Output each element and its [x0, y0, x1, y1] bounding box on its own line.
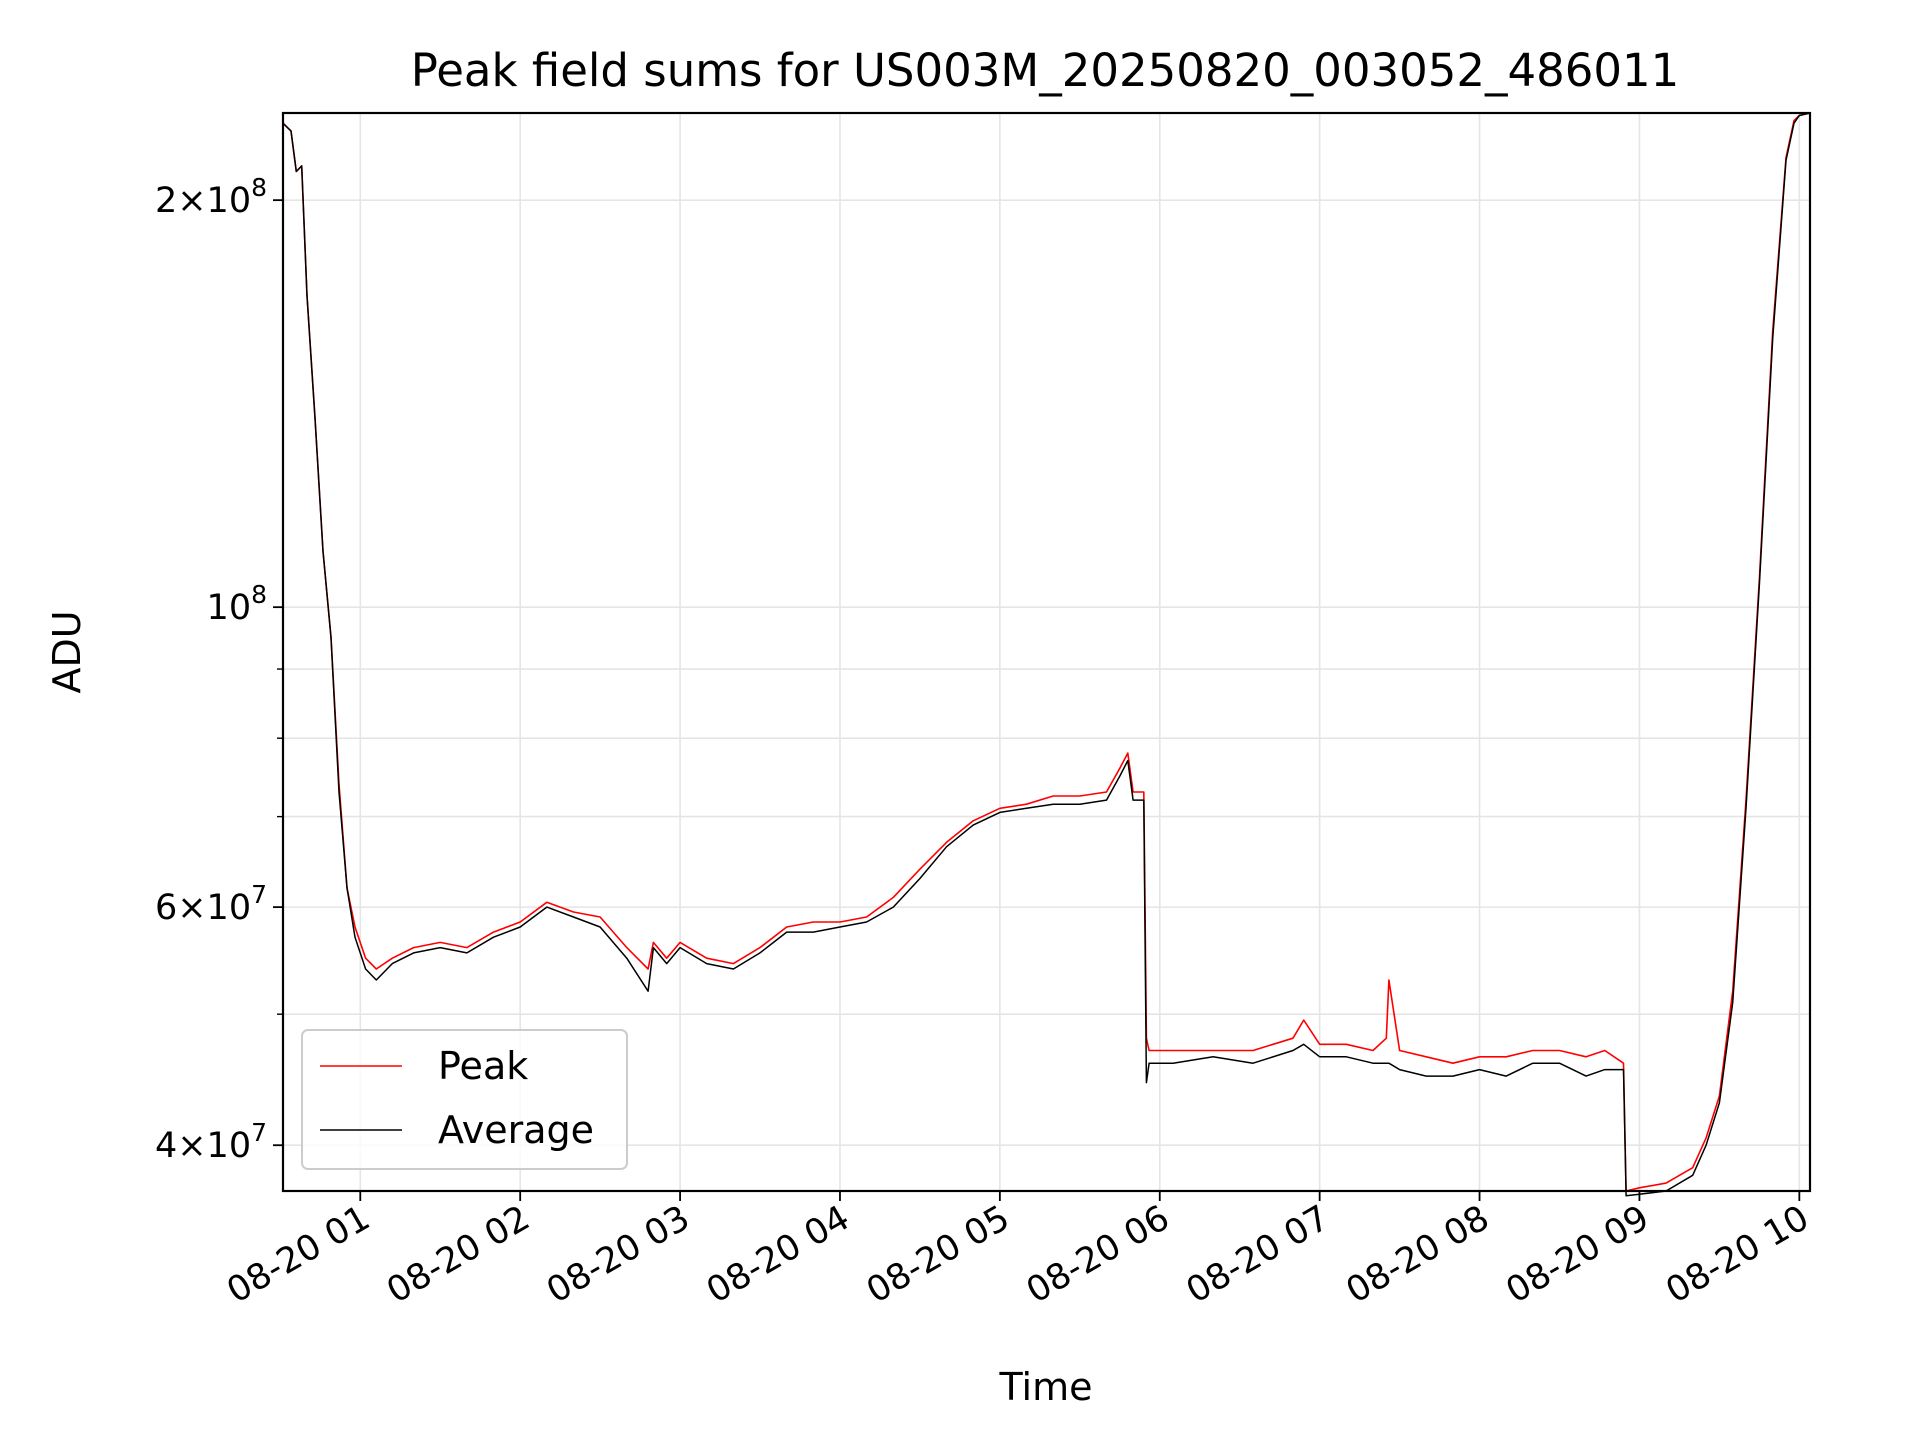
x-tick-label: 08-20 06	[1020, 1198, 1176, 1311]
legend-box	[301, 1029, 628, 1170]
x-tick-label: 08-20 09	[1500, 1198, 1656, 1311]
x-tick-label: 08-20 05	[860, 1198, 1016, 1311]
y-tick-label: 2×108	[155, 173, 267, 221]
axes-frame	[281, 111, 1812, 1193]
y-axis-label: ADU	[45, 610, 89, 693]
x-tick-label: 08-20 01	[220, 1198, 376, 1311]
x-tick-label: 08-20 03	[540, 1198, 696, 1311]
chart-title: Peak field sums for US003M_20250820_0030…	[411, 44, 1680, 97]
grid	[283, 113, 1810, 1191]
legend-label-peak: Peak	[438, 1044, 528, 1088]
x-axis-label: Time	[999, 1365, 1093, 1409]
y-tick-label: 108	[207, 580, 267, 628]
x-tick-label: 08-20 02	[380, 1198, 536, 1311]
legend: Peak Average	[301, 1029, 628, 1170]
x-tick-label: 08-20 04	[700, 1198, 856, 1311]
series-line-average	[282, 112, 1811, 1197]
y-tick-label: 6×107	[155, 880, 267, 928]
x-axis: 08-20 01 08-20 02 08-20 03 08-20 04 08-20 05…	[220, 1191, 1816, 1311]
y-axis: 4×107 6×107 108 2×108	[155, 173, 283, 1166]
legend-label-average: Average	[438, 1108, 594, 1152]
plot-area	[282, 112, 1811, 1197]
x-tick-label: 08-20 10	[1660, 1198, 1816, 1311]
x-tick-label: 08-20 07	[1180, 1198, 1336, 1311]
x-tick-label: 08-20 08	[1340, 1198, 1496, 1311]
y-tick-label: 4×107	[155, 1118, 267, 1166]
